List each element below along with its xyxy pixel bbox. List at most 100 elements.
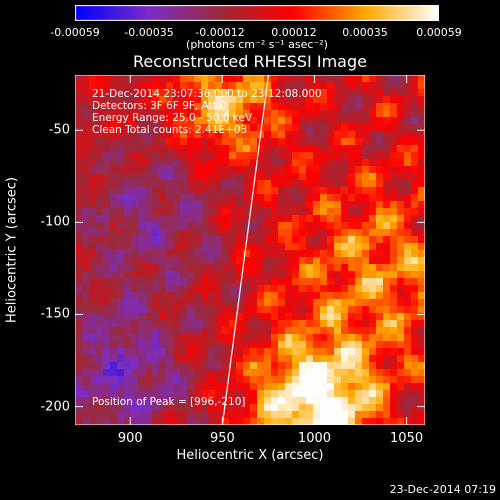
heatmap-cell bbox=[166, 299, 174, 307]
heatmap-cell bbox=[124, 355, 132, 363]
heatmap-cell bbox=[355, 180, 363, 188]
heatmap-cell bbox=[173, 229, 181, 237]
heatmap-cell bbox=[334, 75, 342, 83]
heatmap-cell bbox=[250, 124, 258, 132]
heatmap-cell bbox=[341, 390, 349, 398]
heatmap-cell bbox=[257, 229, 265, 237]
heatmap-cell bbox=[376, 222, 384, 230]
heatmap-cell bbox=[173, 404, 181, 412]
heatmap-cell bbox=[208, 292, 216, 300]
heatmap-cell bbox=[173, 110, 181, 118]
heatmap-cell bbox=[159, 103, 167, 111]
heatmap-cell bbox=[355, 362, 363, 370]
heatmap-cell bbox=[390, 138, 398, 146]
heatmap-cell bbox=[187, 75, 195, 83]
heatmap-cell bbox=[285, 194, 293, 202]
heatmap-cell bbox=[285, 82, 293, 90]
heatmap-cell bbox=[418, 341, 425, 349]
heatmap-cell bbox=[397, 355, 405, 363]
heatmap-cell bbox=[222, 173, 230, 181]
heatmap-cell bbox=[89, 215, 97, 223]
heatmap-cell bbox=[229, 145, 237, 153]
heatmap-cell bbox=[376, 257, 384, 265]
heatmap-cell bbox=[285, 418, 293, 425]
heatmap-cell bbox=[390, 390, 398, 398]
heatmap-cell bbox=[299, 180, 307, 188]
heatmap-cell bbox=[131, 159, 139, 167]
heatmap-cell bbox=[355, 376, 363, 384]
heatmap-cell bbox=[243, 173, 251, 181]
heatmap-cell bbox=[418, 397, 425, 405]
heatmap-cell bbox=[320, 75, 328, 83]
heatmap-cell bbox=[229, 124, 237, 132]
heatmap-cell bbox=[187, 257, 195, 265]
heatmap-cell bbox=[327, 187, 335, 195]
heatmap-cell bbox=[159, 320, 167, 328]
heatmap-cell bbox=[292, 229, 300, 237]
heatmap-cell bbox=[348, 369, 356, 377]
heatmap-cell bbox=[201, 131, 209, 139]
heatmap-cell bbox=[397, 292, 405, 300]
heatmap-cell bbox=[313, 362, 321, 370]
heatmap-cell bbox=[327, 110, 335, 118]
heatmap-cell bbox=[383, 222, 391, 230]
heatmap-cell bbox=[117, 285, 125, 293]
heatmap-cell bbox=[390, 306, 398, 314]
colorbar-tick-label: -0.00059 bbox=[50, 26, 100, 39]
heatmap-cell bbox=[187, 306, 195, 314]
heatmap-cell bbox=[166, 222, 174, 230]
heatmap-cell bbox=[257, 306, 265, 314]
heatmap-cell bbox=[208, 411, 216, 419]
heatmap-cell bbox=[390, 201, 398, 209]
heatmap-cell bbox=[75, 362, 83, 370]
heatmap-cell bbox=[341, 173, 349, 181]
heatmap-cell bbox=[236, 138, 244, 146]
heatmap-cell bbox=[390, 110, 398, 118]
heatmap-cell bbox=[89, 208, 97, 216]
heatmap-cell bbox=[292, 404, 300, 412]
heatmap-cell bbox=[243, 292, 251, 300]
heatmap-cell bbox=[110, 138, 118, 146]
heatmap-cell bbox=[173, 411, 181, 419]
heatmap-cell bbox=[215, 404, 223, 412]
heatmap-cell bbox=[271, 285, 279, 293]
heatmap-cell bbox=[278, 285, 286, 293]
heatmap-cell bbox=[404, 145, 412, 153]
heatmap-cell bbox=[159, 110, 167, 118]
heatmap-cell bbox=[285, 299, 293, 307]
heatmap-cell bbox=[257, 397, 265, 405]
heatmap-cell bbox=[362, 334, 370, 342]
heatmap-cell bbox=[313, 82, 321, 90]
heatmap-cell bbox=[390, 257, 398, 265]
heatmap-cell bbox=[278, 96, 286, 104]
heatmap-cell bbox=[404, 250, 412, 258]
heatmap-cell bbox=[306, 117, 314, 125]
heatmap-cell bbox=[131, 313, 139, 321]
heatmap-cell bbox=[159, 334, 167, 342]
heatmap-cell bbox=[201, 383, 209, 391]
heatmap-cell bbox=[285, 383, 293, 391]
heatmap-cell bbox=[299, 152, 307, 160]
heatmap-cell bbox=[82, 117, 90, 125]
heatmap-cell bbox=[390, 397, 398, 405]
heatmap-cell bbox=[117, 411, 125, 419]
heatmap-cell bbox=[278, 355, 286, 363]
heatmap-cell bbox=[222, 285, 230, 293]
heatmap-cell bbox=[257, 82, 265, 90]
heatmap-cell bbox=[418, 201, 425, 209]
annotation-detectors: Detectors: 3F 6F 9F, Att 0 bbox=[92, 100, 227, 112]
heatmap-cell bbox=[313, 145, 321, 153]
heatmap-cell bbox=[348, 152, 356, 160]
heatmap-cell bbox=[320, 96, 328, 104]
heatmap-cell bbox=[369, 313, 377, 321]
heatmap-cell bbox=[390, 166, 398, 174]
heatmap-cell bbox=[222, 369, 230, 377]
x-tick-label: 900 bbox=[117, 431, 143, 446]
heatmap-cell bbox=[341, 138, 349, 146]
heatmap-cell bbox=[117, 187, 125, 195]
heatmap-cell bbox=[369, 138, 377, 146]
heatmap-cell bbox=[320, 250, 328, 258]
heatmap-cell bbox=[376, 89, 384, 97]
heatmap-cell bbox=[173, 250, 181, 258]
heatmap-cell bbox=[320, 376, 328, 384]
